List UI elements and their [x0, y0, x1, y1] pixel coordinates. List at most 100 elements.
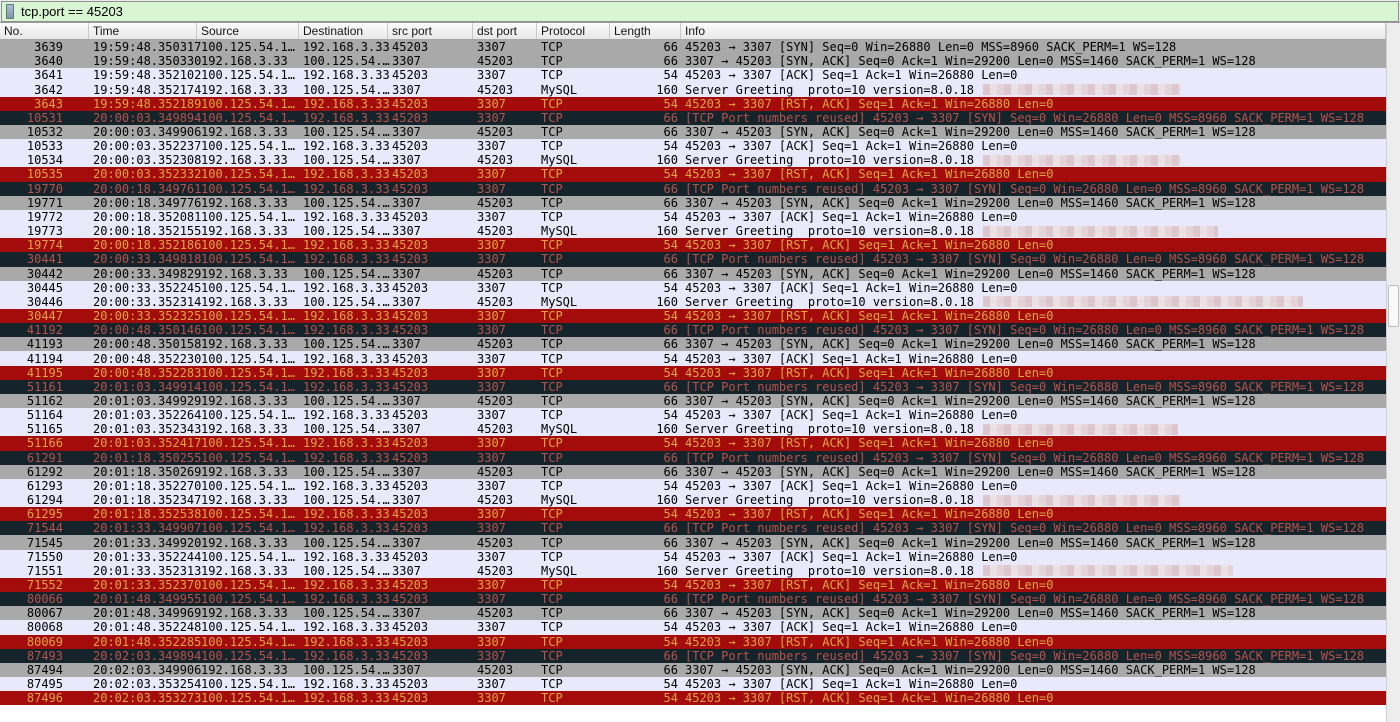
packet-row[interactable]: 87494 20:02:03.349906 192.168.3.33 100.125.…	[0, 662, 1386, 678]
cell-src-port: 45203	[392, 634, 429, 649]
cell-src-port: 45203	[392, 139, 429, 154]
packet-row[interactable]: 61293 20:01:18.352270 100.125.54.1… 192.168…	[0, 478, 1386, 493]
column-header-length[interactable]: Length	[610, 23, 681, 39]
packet-row[interactable]: 19772 20:00:18.352081 100.125.54.1… 192.168…	[0, 209, 1386, 225]
packet-row[interactable]: 71551 20:01:33.352313 192.168.3.33 100.125.…	[0, 563, 1386, 578]
packet-row[interactable]: 10535 20:00:03.352332 100.125.54.1… 192.168…	[0, 167, 1386, 182]
packet-row[interactable]: 61294 20:01:18.352347 192.168.3.33 100.125.…	[0, 493, 1386, 508]
cell-protocol: TCP	[541, 393, 563, 408]
column-header-src-port[interactable]: src port	[388, 23, 473, 39]
cell-src-port: 45203	[392, 578, 429, 593]
packet-row[interactable]: 10531 20:00:03.349894 100.125.54.1… 192.168…	[0, 110, 1386, 125]
packet-row[interactable]: 87495 20:02:03.353254 100.125.54.1… 192.168…	[0, 677, 1386, 692]
cell-length: 66	[663, 464, 678, 479]
packet-row[interactable]: 71544 20:01:33.349907 100.125.54.1… 192.168…	[0, 521, 1386, 536]
packet-row[interactable]: 87493 20:02:03.349894 100.125.54.1… 192.168…	[0, 648, 1386, 663]
cell-no: 30441	[26, 252, 63, 267]
packet-row[interactable]: 71545 20:01:33.349920 192.168.3.33 100.125.…	[0, 535, 1386, 550]
cell-dst-port: 45203	[477, 294, 514, 309]
packet-row[interactable]: 61292 20:01:18.350269 192.168.3.33 100.125.…	[0, 464, 1386, 479]
packet-row[interactable]: 80069 20:01:48.352285 100.125.54.1… 192.168…	[0, 634, 1386, 649]
packet-row[interactable]: 61295 20:01:18.352538 100.125.54.1… 192.168…	[0, 507, 1386, 522]
packet-row[interactable]: 51165 20:01:03.352343 192.168.3.33 100.125.…	[0, 422, 1386, 437]
display-filter-input[interactable]: tcp.port == 45203	[1, 1, 1399, 22]
packet-row[interactable]: 51161 20:01:03.349914 100.125.54.1… 192.168…	[0, 379, 1386, 394]
packet-row[interactable]: 41193 20:00:48.350158 192.168.3.33 100.125.…	[0, 337, 1386, 352]
cell-src-port: 45203	[392, 507, 429, 522]
cell-source: 100.125.54.1…	[201, 181, 295, 196]
packet-row[interactable]: 80066 20:01:48.349955 100.125.54.1… 192.168…	[0, 592, 1386, 607]
cell-no: 10532	[26, 125, 63, 140]
packet-row[interactable]: 41195 20:00:48.352283 100.125.54.1… 192.168…	[0, 365, 1386, 380]
cell-protocol: TCP	[541, 309, 563, 324]
packet-row[interactable]: 51164 20:01:03.352264 100.125.54.1… 192.168…	[0, 408, 1386, 423]
cell-dst-port: 3307	[477, 592, 506, 607]
packet-row[interactable]: 10532 20:00:03.349906 192.168.3.33 100.125.…	[0, 124, 1386, 140]
cell-protocol: MySQL	[541, 294, 578, 309]
packet-row[interactable]: 3640 19:59:48.350330 192.168.3.33 100.125.5…	[0, 54, 1386, 69]
cell-protocol: TCP	[541, 167, 563, 182]
packet-row[interactable]: 61291 20:01:18.350255 100.125.54.1… 192.168…	[0, 450, 1386, 465]
packet-row[interactable]: 19771 20:00:18.349776 192.168.3.33 100.125.…	[0, 195, 1386, 210]
cell-dst-port: 3307	[477, 677, 506, 692]
cell-protocol: TCP	[541, 408, 563, 423]
packet-row[interactable]: 3639 19:59:48.350317 100.125.54.1… 192.168.…	[0, 40, 1386, 55]
packet-row[interactable]: 30447 20:00:33.352325 100.125.54.1… 192.168…	[0, 308, 1386, 324]
packet-row[interactable]: 10534 20:00:03.352308 192.168.3.33 100.125.…	[0, 153, 1386, 168]
packet-row[interactable]: 19770 20:00:18.349761 100.125.54.1… 192.168…	[0, 181, 1386, 196]
packet-row[interactable]: 71552 20:01:33.352370 100.125.54.1… 192.168…	[0, 577, 1386, 593]
packet-row[interactable]: 30446 20:00:33.352314 192.168.3.33 100.125.…	[0, 294, 1386, 309]
cell-time: 20:01:48.352248	[93, 620, 202, 635]
column-header-destination[interactable]: Destination	[299, 23, 388, 39]
column-header-time[interactable]: Time	[89, 23, 197, 39]
packet-row[interactable]: 3642 19:59:48.352174 192.168.3.33 100.125.5…	[0, 82, 1386, 97]
packet-row[interactable]: 10533 20:00:03.352237 100.125.54.1… 192.168…	[0, 139, 1386, 154]
column-header-source[interactable]: Source	[197, 23, 299, 39]
column-header-protocol[interactable]: Protocol	[537, 23, 610, 39]
cell-destination: 100.125.54.…	[303, 266, 390, 281]
packet-row[interactable]: 41192 20:00:48.350146 100.125.54.1… 192.168…	[0, 323, 1386, 338]
packet-row[interactable]: 80068 20:01:48.352248 100.125.54.1… 192.168…	[0, 620, 1386, 635]
packet-row[interactable]: 19773 20:00:18.352155 192.168.3.33 100.125.…	[0, 224, 1386, 239]
packet-row[interactable]: 41194 20:00:48.352230 100.125.54.1… 192.168…	[0, 351, 1386, 366]
packet-row[interactable]: 71550 20:01:33.352244 100.125.54.1… 192.168…	[0, 549, 1386, 564]
packet-row[interactable]: 30445 20:00:33.352245 100.125.54.1… 192.168…	[0, 280, 1386, 295]
packet-row[interactable]: 3641 19:59:48.352102 100.125.54.1… 192.168.…	[0, 68, 1386, 83]
cell-time: 20:01:18.350255	[93, 450, 202, 465]
vertical-scrollbar[interactable]	[1386, 23, 1400, 722]
cell-dst-port: 3307	[477, 209, 506, 224]
packet-row[interactable]: 30442 20:00:33.349829 192.168.3.33 100.125.…	[0, 266, 1386, 281]
scrollbar-thumb[interactable]	[1388, 285, 1399, 327]
column-header-info[interactable]: Info	[681, 23, 1386, 39]
cell-src-port: 45203	[392, 40, 429, 55]
cell-source: 100.125.54.1…	[201, 648, 295, 663]
packet-row[interactable]: 51166 20:01:03.352417 100.125.54.1… 192.168…	[0, 436, 1386, 451]
cell-info: 3307 → 45203 [SYN, ACK] Seq=0 Ack=1 Win=…	[685, 535, 1256, 550]
packet-row[interactable]: 30441 20:00:33.349818 100.125.54.1… 192.168…	[0, 252, 1386, 267]
cell-no: 19774	[26, 238, 63, 253]
packet-row[interactable]: 19774 20:00:18.352186 100.125.54.1… 192.168…	[0, 238, 1386, 253]
cell-length: 54	[663, 549, 678, 564]
cell-info: 3307 → 45203 [SYN, ACK] Seq=0 Ack=1 Win=…	[685, 54, 1256, 69]
cell-destination: 100.125.54.…	[303, 125, 390, 140]
cell-src-port: 3307	[392, 493, 421, 508]
cell-info: Server Greeting proto=10 version=8.0.18	[685, 564, 1386, 578]
column-header-no[interactable]: No.	[0, 23, 89, 39]
cell-source: 100.125.54.1…	[201, 252, 295, 267]
filter-bookmark-icon[interactable]	[6, 4, 14, 19]
cell-src-port: 45203	[392, 96, 429, 111]
cell-no: 51165	[26, 422, 63, 437]
packet-row[interactable]: 3643 19:59:48.352189 100.125.54.1… 192.168.…	[0, 96, 1386, 111]
cell-dst-port: 45203	[477, 125, 514, 140]
packet-row[interactable]: 80067 20:01:48.349969 192.168.3.33 100.125.…	[0, 606, 1386, 621]
cell-destination: 192.168.3.33	[303, 648, 390, 663]
cell-destination: 192.168.3.33	[303, 691, 390, 706]
column-header-dst-port[interactable]: dst port	[473, 23, 537, 39]
cell-dst-port: 45203	[477, 224, 514, 239]
cell-protocol: TCP	[541, 691, 563, 706]
packet-row[interactable]: 87496 20:02:03.353273 100.125.54.1… 192.168…	[0, 691, 1386, 706]
cell-no: 87496	[26, 691, 63, 706]
cell-protocol: TCP	[541, 620, 563, 635]
cell-info: [TCP Port numbers reused] 45203 → 3307 […	[685, 110, 1365, 125]
packet-row[interactable]: 51162 20:01:03.349929 192.168.3.33 100.125.…	[0, 393, 1386, 409]
